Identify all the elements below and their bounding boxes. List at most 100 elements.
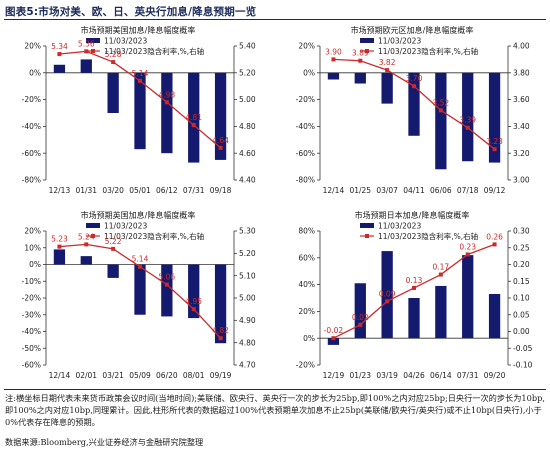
left-tick-label: 0% bbox=[29, 68, 41, 77]
right-tick-label: 3.80 bbox=[513, 68, 530, 77]
rate-data-label: 3.23 bbox=[486, 137, 503, 146]
legend-bar-label: 11/03/2023 bbox=[378, 222, 421, 231]
x-tick-label: 09/19 bbox=[210, 371, 232, 380]
rate-marker bbox=[331, 336, 336, 341]
left-tick-label: -50% bbox=[22, 344, 41, 353]
x-tick-label: 09/20 bbox=[484, 371, 506, 380]
rate-data-label: 4.82 bbox=[212, 326, 229, 335]
chart-title: 市场预期欧元区加息/降息幅度概率 bbox=[351, 25, 474, 35]
left-tick-label: 20% bbox=[298, 42, 315, 51]
x-tick-label: 06/12 bbox=[156, 186, 178, 195]
rate-marker bbox=[138, 264, 142, 269]
left-tick-label: -80% bbox=[22, 176, 41, 185]
right-tick-label: 4.00 bbox=[513, 42, 530, 51]
rate-data-label: 4.81 bbox=[185, 113, 202, 122]
x-tick-label: 12/13 bbox=[49, 186, 71, 195]
rate-data-label: 3.90 bbox=[325, 47, 342, 56]
bar bbox=[462, 72, 474, 162]
bar bbox=[488, 293, 501, 339]
rate-data-label: 3.52 bbox=[433, 98, 450, 107]
rate-data-label: 0.23 bbox=[459, 242, 476, 251]
bar bbox=[354, 72, 366, 84]
rate-marker bbox=[358, 322, 363, 327]
legend-line-label: 11/03/2023隐含利率,%,右轴 bbox=[104, 231, 204, 241]
footnote-divider bbox=[4, 389, 546, 390]
rate-marker bbox=[465, 252, 470, 257]
left-tick-label: -80% bbox=[296, 176, 315, 185]
left-tick-label: -60% bbox=[296, 149, 315, 158]
right-tick-label: 0.15 bbox=[513, 277, 530, 286]
bar bbox=[327, 72, 340, 80]
bar bbox=[188, 264, 200, 319]
legend-bar-label: 11/03/2023 bbox=[378, 37, 421, 46]
x-tick-label: 06/06 bbox=[430, 186, 452, 195]
x-tick-label: 06/14 bbox=[430, 371, 452, 380]
right-tick-label: -0.05 bbox=[513, 344, 533, 353]
x-tick-label: 07/31 bbox=[457, 371, 479, 380]
rate-data-label: 3.82 bbox=[379, 58, 396, 67]
rate-marker bbox=[57, 52, 62, 57]
legend-line-marker bbox=[91, 234, 95, 238]
x-tick-label: 05/09 bbox=[129, 371, 151, 380]
chart-svg-japan: 市场预期日本加息/降息幅度概率 11/03/202311/03/2023隐含利率,… bbox=[296, 210, 533, 380]
right-tick-label: 4.80 bbox=[239, 122, 256, 131]
rate-data-label: 5.28 bbox=[105, 50, 122, 59]
legend-bar-swatch bbox=[360, 38, 374, 43]
bar bbox=[53, 64, 66, 73]
right-tick-label: 0.05 bbox=[513, 310, 530, 319]
x-tick-label: 12/19 bbox=[323, 371, 345, 380]
left-tick-label: -30% bbox=[22, 310, 41, 319]
left-tick-label: 20% bbox=[298, 307, 315, 316]
legend-line-label: 11/03/2023隐含利率,%,右轴 bbox=[378, 46, 478, 56]
x-tick-label: 07/18 bbox=[457, 186, 479, 195]
bar bbox=[134, 264, 146, 315]
left-tick-label: 40% bbox=[298, 280, 315, 289]
right-tick-label: 0.20 bbox=[513, 260, 530, 269]
right-tick-label: 5.20 bbox=[239, 249, 256, 258]
rate-data-label: -0.02 bbox=[324, 326, 344, 335]
left-tick-label: -10% bbox=[22, 277, 41, 286]
x-tick-label: 07/31 bbox=[183, 186, 205, 195]
x-tick-label: 09/18 bbox=[210, 186, 232, 195]
bar bbox=[214, 72, 227, 160]
rate-marker bbox=[412, 84, 416, 89]
rate-data-label: 4.64 bbox=[212, 136, 229, 145]
chart-svg-eurozone: 市场预期欧元区加息/降息幅度概率 11/03/202311/03/2023隐含利率… bbox=[296, 25, 530, 195]
chart-title: 市场预期日本加息/降息幅度概率 bbox=[355, 210, 470, 220]
left-tick-label: 0% bbox=[29, 260, 41, 269]
bar bbox=[80, 59, 92, 73]
rate-data-label: 5.24 bbox=[78, 232, 95, 241]
right-tick-label: 5.40 bbox=[239, 42, 256, 51]
left-tick-label: -40% bbox=[22, 122, 41, 131]
title-divider bbox=[4, 19, 546, 20]
chart-panel-eurozone: 市场预期欧元区加息/降息幅度概率 11/03/2023 11/03/2023隐含利率… bbox=[276, 22, 548, 207]
rate-data-label: 3.89 bbox=[352, 49, 369, 58]
x-tick-label: 04/11 bbox=[403, 186, 425, 195]
left-tick-label: -60% bbox=[22, 149, 41, 158]
chart-title: 市场预期英国加息/降息幅度概率 bbox=[81, 210, 196, 220]
chart-svg-uk: 市场预期英国加息/降息幅度概率 11/03/202311/03/2023隐含利率,… bbox=[22, 210, 256, 380]
bar bbox=[435, 72, 447, 170]
legend-bar-swatch bbox=[86, 38, 100, 43]
bar bbox=[80, 256, 92, 265]
rate-marker bbox=[84, 242, 89, 247]
chart-title: 市场预期美国加息/降息幅度概率 bbox=[81, 25, 196, 35]
right-tick-label: 3.40 bbox=[513, 122, 530, 131]
bar bbox=[381, 72, 393, 104]
rate-marker bbox=[438, 272, 443, 277]
bar bbox=[107, 264, 119, 278]
legend-line-label: 11/03/2023隐含利率,%,右轴 bbox=[104, 46, 204, 56]
x-tick-label: 03/20 bbox=[102, 186, 124, 195]
rate-marker bbox=[412, 285, 416, 290]
rate-marker bbox=[438, 108, 443, 113]
right-tick-label: 4.70 bbox=[239, 361, 256, 370]
right-tick-label: 0.25 bbox=[513, 243, 530, 252]
bar bbox=[462, 255, 474, 339]
right-tick-label: 5.00 bbox=[239, 294, 256, 303]
rate-data-label: 5.14 bbox=[132, 255, 149, 264]
bar bbox=[327, 338, 340, 345]
left-tick-label: 60% bbox=[298, 253, 315, 262]
right-tick-label: 5.00 bbox=[239, 95, 256, 104]
right-tick-label: 0.10 bbox=[513, 294, 530, 303]
rate-marker bbox=[358, 58, 363, 63]
